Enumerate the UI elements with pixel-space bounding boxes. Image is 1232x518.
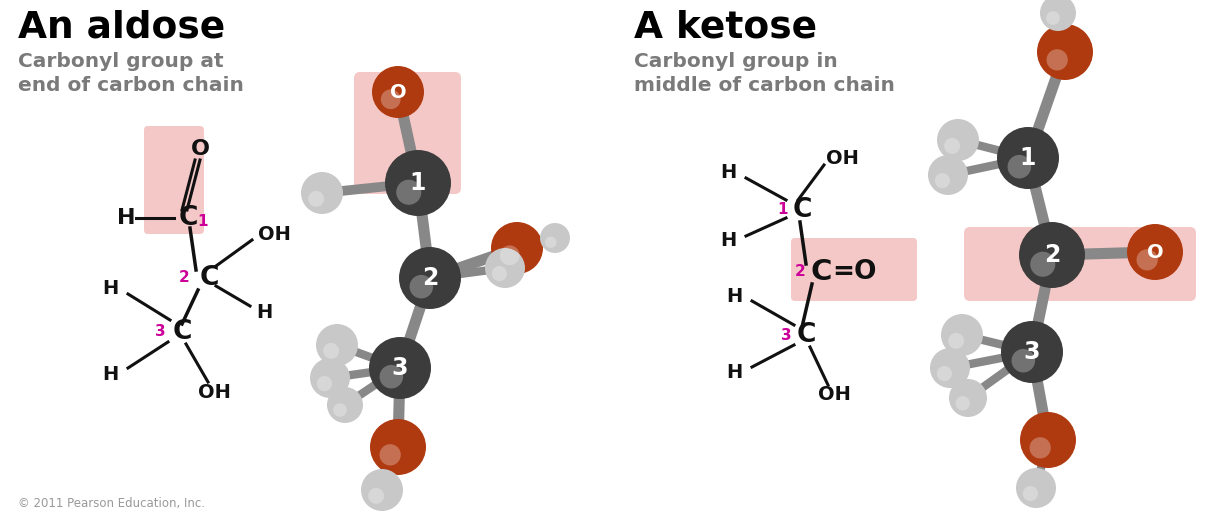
FancyBboxPatch shape [963,227,1196,301]
Circle shape [1030,437,1051,458]
Circle shape [540,223,570,253]
Circle shape [1127,224,1183,280]
Circle shape [1040,0,1076,31]
Text: H: H [726,364,742,382]
Text: 3: 3 [392,356,408,380]
Circle shape [492,222,543,274]
Circle shape [928,155,968,195]
Circle shape [379,365,403,388]
Text: H: H [726,287,742,307]
Text: OH: OH [257,224,291,243]
Text: 1: 1 [197,214,207,229]
Circle shape [368,488,384,504]
Text: H: H [721,231,737,250]
Text: 3: 3 [1024,340,1040,364]
Text: O: O [389,82,407,102]
Circle shape [315,324,359,366]
Text: C: C [179,205,198,231]
Circle shape [409,275,434,298]
Circle shape [1019,222,1085,288]
Text: O: O [1147,242,1163,262]
Circle shape [1030,252,1056,277]
Circle shape [381,90,400,109]
Circle shape [938,119,979,161]
Circle shape [485,248,525,288]
Text: 1: 1 [1020,146,1036,170]
Circle shape [949,333,965,349]
Circle shape [1037,24,1093,80]
Circle shape [956,396,970,411]
Text: H: H [256,303,272,322]
Text: 2: 2 [421,266,439,290]
Circle shape [361,469,403,511]
Circle shape [500,246,520,265]
Text: OH: OH [825,149,859,167]
Text: An aldose: An aldose [18,10,225,46]
Text: OH: OH [818,385,851,405]
Circle shape [399,247,461,309]
Circle shape [326,387,363,423]
Text: 2: 2 [1044,243,1061,267]
Circle shape [935,173,950,188]
Circle shape [1137,249,1158,270]
Circle shape [333,403,346,417]
Circle shape [1023,486,1039,501]
FancyBboxPatch shape [144,126,205,234]
Text: C: C [809,258,832,286]
Text: =O: =O [832,259,876,285]
Circle shape [930,348,970,388]
Circle shape [492,266,508,281]
Text: H: H [102,365,118,383]
Text: 2: 2 [179,270,190,285]
Text: 1: 1 [777,203,788,218]
Circle shape [545,237,557,248]
Circle shape [944,138,960,154]
Circle shape [1008,155,1031,179]
Circle shape [397,180,421,205]
Text: Carbonyl group at
end of carbon chain: Carbonyl group at end of carbon chain [18,52,244,95]
Circle shape [1016,468,1056,508]
Text: Carbonyl group in
middle of carbon chain: Carbonyl group in middle of carbon chain [634,52,894,95]
Circle shape [941,314,983,356]
Circle shape [317,376,331,391]
Circle shape [997,127,1060,189]
Text: 3: 3 [155,324,166,339]
Text: C: C [172,319,192,345]
Text: H: H [721,164,737,182]
Circle shape [308,191,324,207]
Text: C: C [793,197,812,223]
FancyBboxPatch shape [791,238,917,301]
Circle shape [379,444,400,466]
Circle shape [384,150,451,216]
Circle shape [372,66,424,118]
Text: A ketose: A ketose [634,10,817,46]
Text: C: C [797,322,817,348]
Circle shape [370,419,426,475]
Circle shape [1000,321,1063,383]
FancyBboxPatch shape [354,72,461,194]
Circle shape [936,366,952,381]
Text: 1: 1 [410,171,426,195]
Text: H: H [117,208,136,228]
Text: 3: 3 [781,327,792,342]
Circle shape [370,337,431,399]
Circle shape [949,379,987,417]
Circle shape [1020,412,1076,468]
Circle shape [1046,11,1060,25]
Text: O: O [191,139,209,159]
Circle shape [310,358,350,398]
Circle shape [301,172,342,214]
Circle shape [1011,349,1035,372]
Circle shape [323,343,339,359]
Circle shape [1046,49,1068,70]
Text: 2: 2 [795,265,806,280]
Text: © 2011 Pearson Education, Inc.: © 2011 Pearson Education, Inc. [18,497,205,510]
Text: OH: OH [198,382,230,401]
Text: C: C [200,265,219,291]
Text: H: H [102,279,118,297]
